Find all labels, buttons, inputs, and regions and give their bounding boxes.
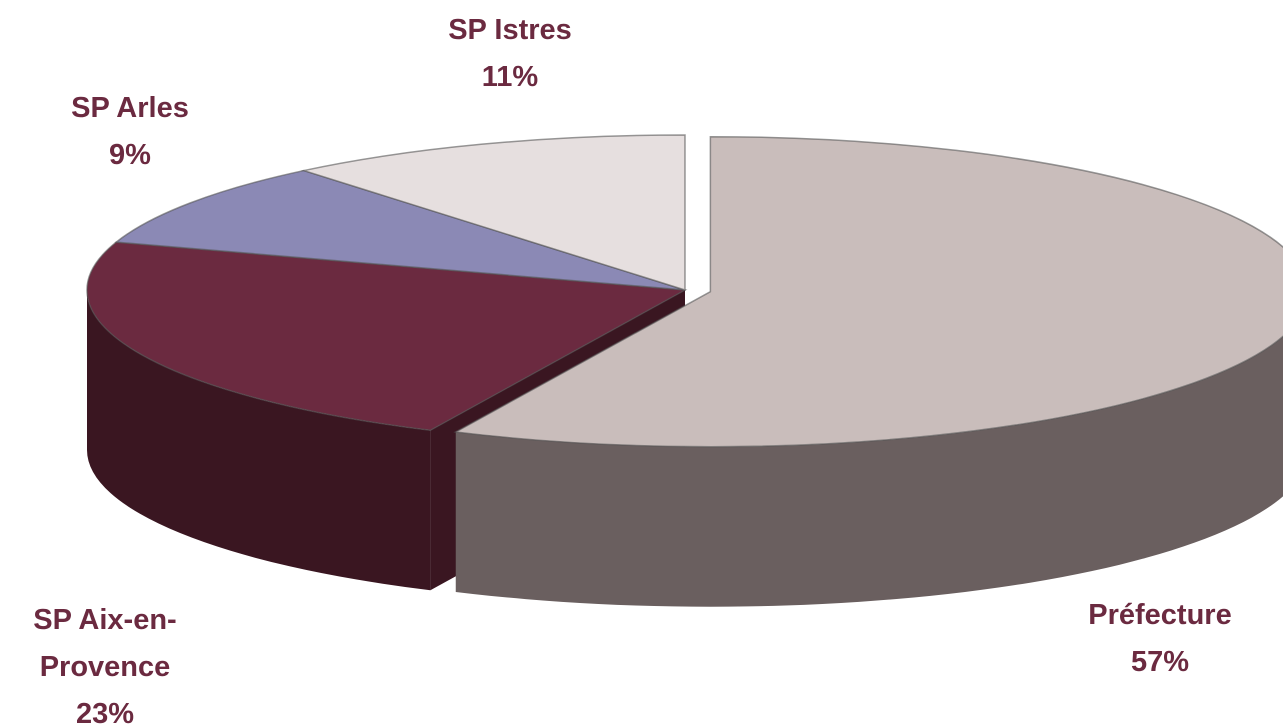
- slice-label: SP Arles 9%: [30, 85, 230, 179]
- slice: [114, 169, 686, 291]
- slice-side: [87, 290, 431, 591]
- slice: [453, 135, 1283, 448]
- category-name: Préfecture: [1088, 599, 1232, 631]
- slice: [86, 241, 688, 432]
- slice-side: [455, 336, 1283, 607]
- category-name: SP Aix-en-Provence: [33, 604, 177, 683]
- category-name: SP Arles: [71, 92, 189, 124]
- slice-label: SP Aix-en-Provence 23%: [5, 597, 205, 727]
- value-label: 11%: [481, 61, 539, 93]
- value-label: 9%: [109, 139, 151, 171]
- slice-label: SP Istres 11%: [410, 7, 610, 101]
- category-name: SP Istres: [448, 14, 572, 46]
- slice: [300, 134, 686, 292]
- value-label: 23%: [75, 698, 135, 727]
- value-label: 57%: [1130, 646, 1190, 678]
- slice-label: Préfecture 57%: [1060, 592, 1260, 686]
